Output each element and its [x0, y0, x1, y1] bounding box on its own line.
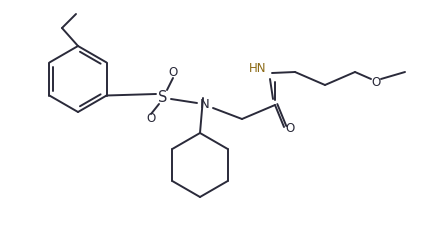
Text: O: O	[168, 67, 178, 79]
Text: HN: HN	[249, 62, 267, 76]
Text: O: O	[285, 123, 295, 136]
Text: O: O	[371, 76, 381, 89]
Text: N: N	[200, 99, 210, 111]
Text: O: O	[146, 113, 156, 126]
Text: S: S	[158, 89, 168, 104]
